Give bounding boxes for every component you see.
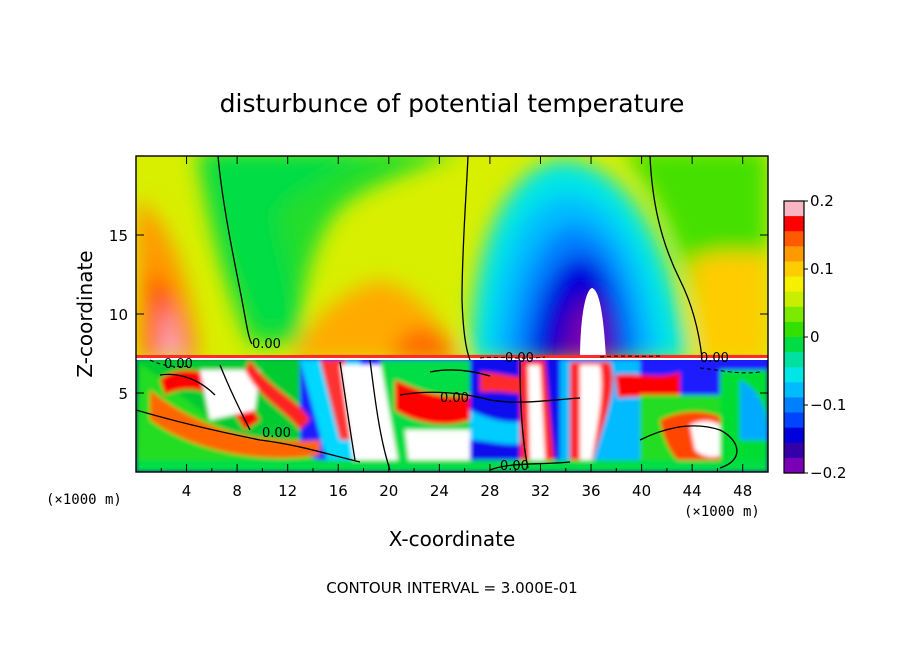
colorbar-swatch bbox=[784, 261, 804, 278]
colorbar-swatch bbox=[784, 367, 804, 383]
colorbar bbox=[784, 201, 804, 474]
x-tick-label: 28 bbox=[480, 482, 499, 500]
x-unit-right: (×1000 m) bbox=[684, 504, 760, 520]
contour-interval-note: CONTOUR INTERVAL = 3.000E-01 bbox=[326, 579, 577, 597]
x-tick-label: 20 bbox=[379, 482, 398, 500]
colorbar-swatch bbox=[784, 442, 804, 459]
x-tick-label: 12 bbox=[278, 482, 297, 500]
colorbar-tick-label: 0.1 bbox=[810, 260, 834, 278]
contour-label: 0.00 bbox=[700, 351, 729, 366]
y-axis-label: Z-coordinate bbox=[73, 250, 97, 377]
contour-label: 0.00 bbox=[500, 459, 529, 474]
x-tick-label: 32 bbox=[531, 482, 550, 500]
colorbar-swatch bbox=[784, 457, 804, 474]
colorbar-swatch bbox=[784, 321, 804, 338]
colorbar-swatch bbox=[784, 276, 804, 293]
y-tick-label: 5 bbox=[118, 385, 128, 403]
x-tick-label: 40 bbox=[632, 482, 651, 500]
x-unit-left: (×1000 m) bbox=[46, 492, 122, 508]
colorbar-tick-label: 0 bbox=[810, 328, 820, 346]
y-tick-label: 15 bbox=[109, 227, 128, 245]
x-tick-label: 16 bbox=[329, 482, 348, 500]
x-tick-label: 36 bbox=[581, 482, 600, 500]
colorbar-swatch bbox=[784, 201, 804, 217]
contour-label: 0.00 bbox=[262, 426, 291, 441]
colorbar-swatch bbox=[784, 412, 804, 429]
chart-title: disturbunce of potential temperature bbox=[220, 89, 685, 118]
colorbar-tick-label: −0.1 bbox=[810, 396, 846, 414]
colorbar-swatch bbox=[784, 427, 804, 444]
colorbar-swatch bbox=[784, 291, 804, 308]
colorbar-swatch bbox=[784, 306, 804, 323]
contour-label: 0.00 bbox=[252, 337, 281, 352]
colorbar-swatch bbox=[784, 352, 804, 368]
x-tick-label: 4 bbox=[182, 482, 192, 500]
colorbar-swatch bbox=[784, 246, 804, 263]
colorbar-swatch bbox=[784, 337, 804, 353]
colorbar-swatch bbox=[784, 397, 804, 414]
colorbar-tick-label: −0.2 bbox=[810, 464, 846, 482]
colorbar-tick-label: 0.2 bbox=[810, 192, 834, 210]
x-tick-label: 8 bbox=[232, 482, 242, 500]
contour-label: 0.00 bbox=[440, 391, 469, 406]
contour-label: 0.00 bbox=[164, 357, 193, 372]
x-tick-label: 48 bbox=[733, 482, 752, 500]
contour-labels: 0.00 0.00 0.00 0.00 0.00 0.00 0.00 bbox=[164, 337, 729, 474]
x-tick-label: 44 bbox=[683, 482, 702, 500]
colorbar-swatch bbox=[784, 382, 804, 399]
x-tick-label: 24 bbox=[430, 482, 449, 500]
y-axis: 5 10 15 bbox=[109, 227, 768, 403]
colorbar-ticks: 0.2 0.1 0 −0.1 −0.2 bbox=[804, 192, 846, 482]
plot-area bbox=[136, 156, 768, 472]
y-tick-label: 10 bbox=[109, 306, 128, 324]
x-axis-label: X-coordinate bbox=[389, 527, 516, 551]
x-axis: 4 8 12 16 20 24 28 32 36 40 44 48 bbox=[160, 156, 752, 500]
colorbar-swatch bbox=[784, 216, 804, 232]
contour-label: 0.00 bbox=[505, 351, 534, 366]
colorbar-swatch bbox=[784, 231, 804, 247]
